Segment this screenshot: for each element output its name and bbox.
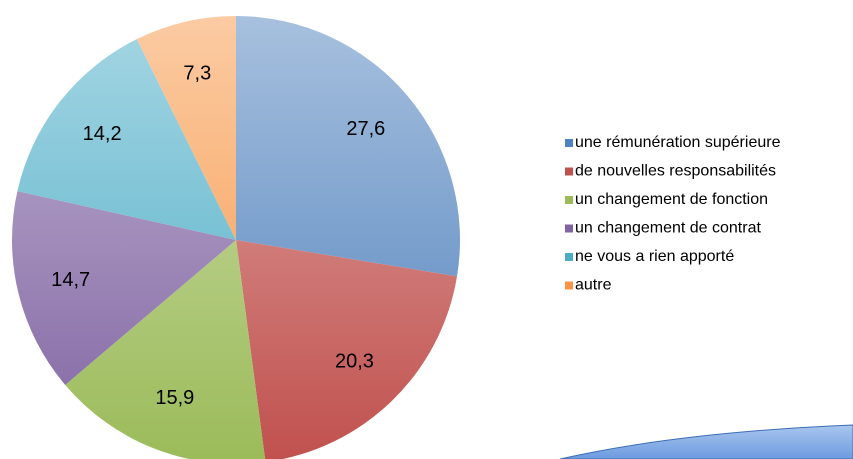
data-label: 20,3: [335, 351, 374, 373]
legend-swatch: [565, 224, 573, 233]
legend-swatch: [565, 167, 573, 176]
pie-slice: [236, 240, 458, 459]
data-label: 14,7: [51, 269, 90, 291]
data-label: 7,3: [183, 62, 211, 84]
legend-swatch: [565, 196, 573, 204]
pie-slice: [136, 16, 236, 240]
legend-swatch: [565, 281, 573, 290]
legend-label: un changement de fonction: [575, 191, 768, 208]
decoration: [559, 424, 853, 459]
pie-slice: [236, 16, 460, 277]
data-label: 27,6: [346, 118, 385, 140]
pie-slice: [17, 39, 236, 241]
legend-label: une rémunération supérieure: [575, 134, 781, 151]
legend-label: un changement de contrat: [575, 220, 761, 237]
legend-label: autre: [575, 277, 612, 294]
pie-slice: [65, 240, 266, 459]
legend-swatch: [565, 253, 573, 261]
legend-swatch: [565, 139, 573, 147]
legend-label: de nouvelles responsabilités: [575, 163, 776, 180]
data-label: 14,2: [83, 123, 122, 145]
legend-label: ne vous a rien apporté: [575, 248, 734, 265]
pie-slice: [11, 191, 236, 385]
data-label: 15,9: [155, 387, 194, 409]
